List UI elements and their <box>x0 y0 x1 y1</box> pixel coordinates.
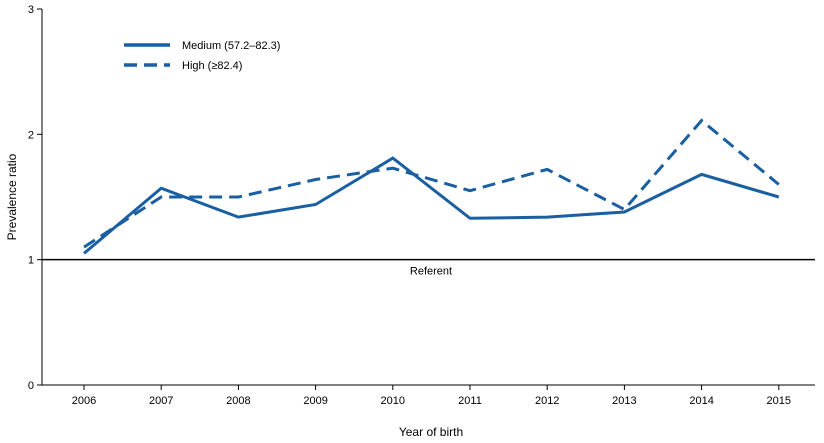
x-tick-label: 2010 <box>381 395 405 407</box>
y-tick-label: 2 <box>28 129 34 141</box>
x-tick-label: 2009 <box>303 395 327 407</box>
legend: Medium (57.2–82.3) High (≥82.4) <box>124 40 280 72</box>
x-axis-title: Year of birth <box>399 425 463 439</box>
referent-label: Referent <box>410 266 452 278</box>
series <box>83 118 780 255</box>
x-tick-label: 2014 <box>689 395 713 407</box>
legend-label-high: High (≥82.4) <box>182 60 242 72</box>
x-tick-label: 2008 <box>226 395 250 407</box>
y-axis-title: Prevalence ratio <box>5 153 19 240</box>
x-tick-label: 2012 <box>535 395 559 407</box>
y-ticks: 0 1 2 3 <box>28 4 42 392</box>
series-line-medium <box>83 156 780 255</box>
x-tick-label: 2015 <box>767 395 791 407</box>
x-tick-label: 2011 <box>458 395 482 407</box>
y-tick-label: 1 <box>28 255 34 267</box>
axes <box>41 9 815 386</box>
x-ticks: 2006 2007 2008 2009 2010 2011 2012 2013 2014 2015 <box>72 385 791 407</box>
y-tick-label: 0 <box>28 380 34 392</box>
x-tick-label: 2007 <box>149 395 173 407</box>
y-tick-label: 3 <box>28 4 34 16</box>
legend-label-medium: Medium (57.2–82.3) <box>182 40 280 52</box>
series-line-high <box>83 118 780 249</box>
x-tick-label: 2006 <box>72 395 96 407</box>
x-tick-label: 2013 <box>612 395 636 407</box>
